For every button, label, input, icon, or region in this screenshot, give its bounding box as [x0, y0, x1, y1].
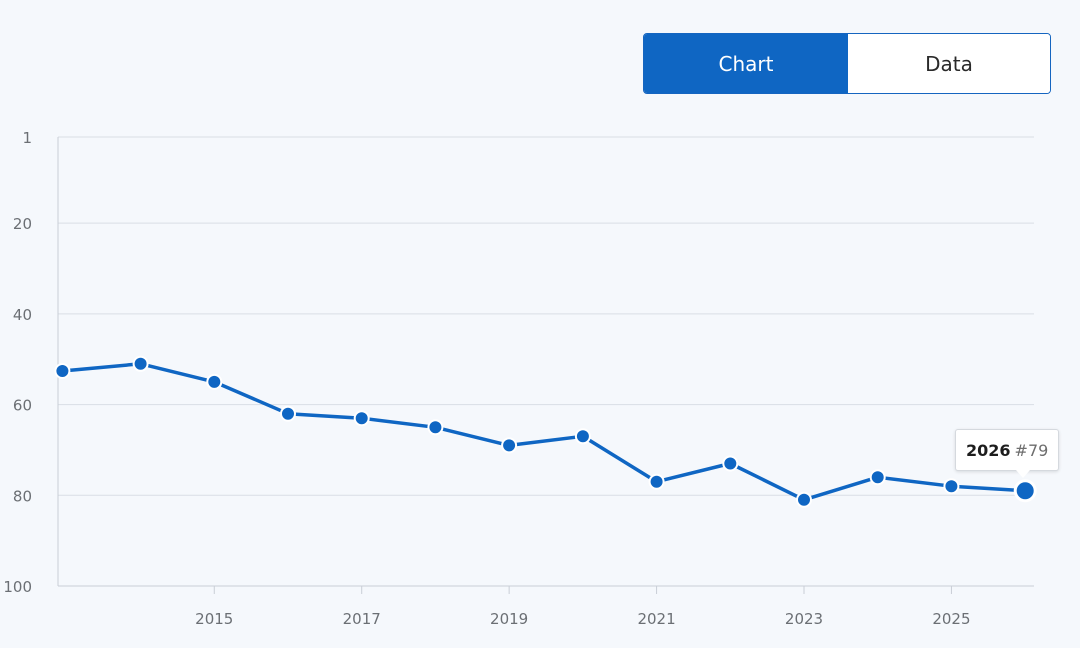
data-point	[132, 355, 149, 372]
data-point	[353, 410, 370, 427]
y-tick-label: 20	[13, 215, 32, 233]
data-point	[280, 405, 296, 422]
data-point	[722, 455, 739, 472]
data-point	[943, 478, 960, 495]
tooltip-year: 2026	[966, 440, 1011, 460]
highlighted-point	[1013, 479, 1037, 503]
x-axis-ticks: 2015 2017 2019 2021 2023 2025	[195, 586, 971, 628]
data-point	[54, 363, 71, 379]
point-tooltip: 2026 #79	[955, 429, 1060, 471]
tooltip-rank: #79	[1014, 440, 1049, 460]
data-point	[427, 419, 444, 436]
data-point	[574, 428, 591, 445]
data-point	[501, 437, 518, 454]
y-tick-label: 80	[13, 487, 32, 505]
view-toggle: Chart Data	[643, 33, 1051, 94]
x-tick-label: 2015	[195, 610, 233, 628]
y-tick-label: 100	[3, 578, 32, 596]
x-tick-label: 2019	[490, 610, 528, 628]
x-tick-label: 2021	[637, 610, 675, 628]
data-point	[869, 469, 886, 486]
y-tick-label: 1	[22, 129, 32, 147]
data-point	[796, 491, 812, 508]
y-axis-ticks: 1 20 40 60 80 100	[3, 129, 32, 596]
series-line	[62, 362, 1026, 502]
x-tick-label: 2017	[343, 610, 381, 628]
data-view-button[interactable]: Data	[848, 34, 1050, 93]
y-tick-label: 40	[13, 306, 32, 324]
y-tick-label: 60	[13, 397, 32, 415]
x-tick-label: 2023	[785, 610, 823, 628]
gridlines	[58, 136, 1034, 496]
x-tick-label: 2025	[932, 610, 970, 628]
data-points	[54, 355, 1037, 508]
axes	[57, 137, 1034, 587]
data-point	[648, 473, 665, 490]
data-point	[206, 373, 223, 390]
chart-view-button[interactable]: Chart	[644, 34, 848, 93]
series	[62, 362, 1026, 502]
tooltip-pointer	[1016, 470, 1030, 478]
